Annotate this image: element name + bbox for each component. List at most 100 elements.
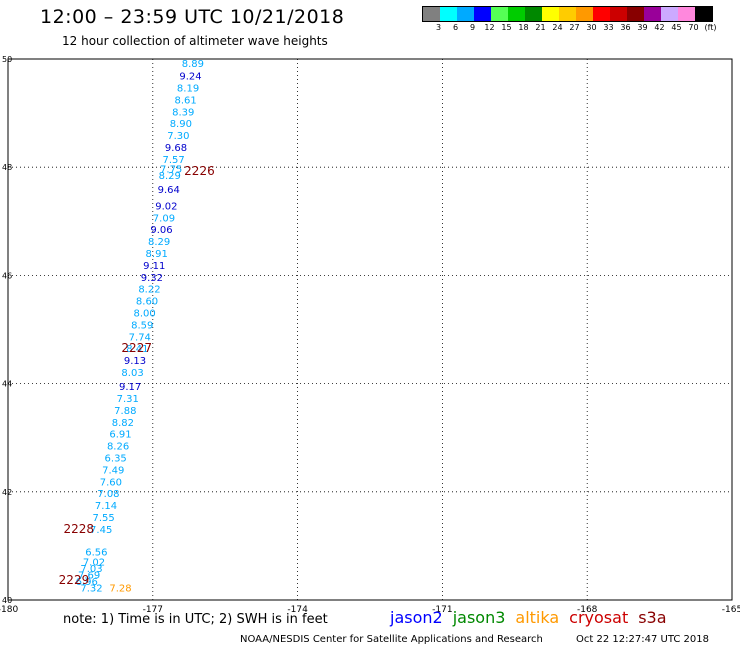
wave-height-value: 7.31 <box>117 394 139 405</box>
color-legend: 3 6 9 12 15 18 21 24 27 30 33 36 39 42 45 70 (ft) <box>422 6 728 36</box>
legend-swatch <box>576 7 593 21</box>
wave-height-value: 8.91 <box>146 249 168 260</box>
wave-height-value: 9.02 <box>155 201 177 212</box>
wave-height-value: 8.03 <box>121 368 143 379</box>
wave-height-value: 7.14 <box>95 501 117 512</box>
wave-height-value: 8.39 <box>172 107 194 118</box>
legend-swatch <box>559 7 576 21</box>
wave-height-value: 9.06 <box>150 225 172 236</box>
legend-swatch <box>610 7 627 21</box>
wave-height-value: 7.60 <box>100 477 122 488</box>
wave-height-value: 7.30 <box>167 131 189 142</box>
time-label: 2227 <box>121 341 152 355</box>
wave-height-value: 7.57 <box>162 155 184 166</box>
wave-height-value: 7.02 <box>83 557 105 568</box>
wave-height-value: 7.55 <box>92 513 114 524</box>
footer-timestamp: Oct 22 12:27:47 UTC 2018 <box>576 634 709 645</box>
map-border <box>7 58 733 601</box>
wave-height-value: 8.60 <box>136 297 158 308</box>
legend-label: 45 <box>671 23 682 32</box>
satellite-cryosat: cryosat <box>569 608 629 627</box>
legend-swatch <box>423 7 440 21</box>
wave-height-value: 7.88 <box>114 406 136 417</box>
note-text: note: 1) Time is in UTC; 2) SWH is in fe… <box>63 612 328 627</box>
satellite-s3a: s3a <box>638 608 667 627</box>
legend-swatch <box>440 7 457 21</box>
footer: NOAA/NESDIS Center for Satellite Applica… <box>240 634 739 645</box>
lat-tick-label: 46 <box>2 271 12 280</box>
page-subtitle: 12 hour collection of altimeter wave hei… <box>62 34 328 48</box>
legend-swatch <box>474 7 491 21</box>
legend-label: 12 <box>484 23 495 32</box>
wave-height-value: 8.29 <box>148 237 170 248</box>
wave-height-value: 8.61 <box>175 95 197 106</box>
legend-swatch <box>593 7 610 21</box>
legend-label: 36 <box>620 23 631 32</box>
satellite-jason3: jason3 <box>452 608 506 627</box>
wave-height-value: 9.64 <box>158 185 180 196</box>
lat-tick-label: 42 <box>2 488 12 497</box>
lat-tick-label: 50 <box>2 55 12 64</box>
legend-swatch <box>525 7 542 21</box>
page-title: 12:00 – 23:59 UTC 10/21/2018 <box>40 6 345 28</box>
wave-height-value: 7.49 <box>102 465 124 476</box>
time-label: 2228 <box>64 522 95 536</box>
wave-height-value: 8.19 <box>177 83 199 94</box>
lat-tick-label: 40 <box>2 596 12 605</box>
legend-label: 33 <box>603 23 614 32</box>
legend-swatch <box>695 7 712 21</box>
wave-height-value: 8.89 <box>182 59 204 70</box>
wave-height-value: 7.28 <box>109 583 131 594</box>
wave-height-value: 7.32 <box>80 583 102 594</box>
wave-height-value: 7.74 <box>129 332 151 343</box>
wave-height-value: 7.09 <box>153 213 175 224</box>
lon-tick-label: -174 <box>287 605 308 615</box>
wave-height-value: 6.91 <box>109 430 131 441</box>
legend-label: 42 <box>654 23 665 32</box>
legend-label: 30 <box>586 23 597 32</box>
legend-label: 70 <box>688 23 699 32</box>
satellite-altika: altika <box>515 608 560 627</box>
legend-label: 24 <box>552 23 563 32</box>
lat-tick-label: 44 <box>2 380 12 389</box>
wave-height-value: 8.00 <box>133 309 155 320</box>
wave-height-value: 6.35 <box>105 454 127 465</box>
legend-swatch <box>542 7 559 21</box>
legend-label: 15 <box>501 23 512 32</box>
wave-height-value: 9.17 <box>119 382 141 393</box>
legend-label: 6 <box>452 23 459 32</box>
lon-tick-label: -177 <box>143 605 163 615</box>
wave-height-value: 7.75 <box>160 165 182 176</box>
legend-label: 39 <box>637 23 648 32</box>
wave-height-value: 9.24 <box>179 72 201 83</box>
legend-label: 21 <box>535 23 546 32</box>
legend-swatch <box>661 7 678 21</box>
lon-tick-label: -168 <box>577 605 598 615</box>
wave-height-value: 8.90 <box>170 119 192 130</box>
lon-tick-label: -165 <box>722 605 740 615</box>
wave-height-value: 8.82 <box>112 418 134 429</box>
lon-tick-label: -171 <box>432 605 452 615</box>
legend-swatch <box>491 7 508 21</box>
wave-height-value: 8.26 <box>107 442 129 453</box>
legend-swatch <box>627 7 644 21</box>
wave-height-value: 7.69 <box>78 570 100 581</box>
wave-height-value: 8.41 <box>126 344 148 355</box>
legend-swatch <box>644 7 661 21</box>
wave-height-value: 9.32 <box>141 273 163 284</box>
wave-height-value: 9.11 <box>143 261 165 272</box>
lon-tick-label: -180 <box>0 605 18 615</box>
satellite-key: jason2 jason3 altika cryosat s3a <box>390 608 677 627</box>
legend-swatch <box>508 7 525 21</box>
wave-height-value: 7.03 <box>80 564 102 575</box>
wave-height-value: 7.08 <box>97 489 119 500</box>
wave-height-value: 9.13 <box>124 356 146 367</box>
wave-height-value: 8.29 <box>159 171 181 182</box>
legend-label: 27 <box>569 23 580 32</box>
legend-label: 9 <box>469 23 476 32</box>
footer-source: NOAA/NESDIS Center for Satellite Applica… <box>240 634 543 645</box>
legend-swatches <box>422 6 713 22</box>
wave-height-value: 8.59 <box>131 320 153 331</box>
wave-height-value: 9.68 <box>165 143 187 154</box>
